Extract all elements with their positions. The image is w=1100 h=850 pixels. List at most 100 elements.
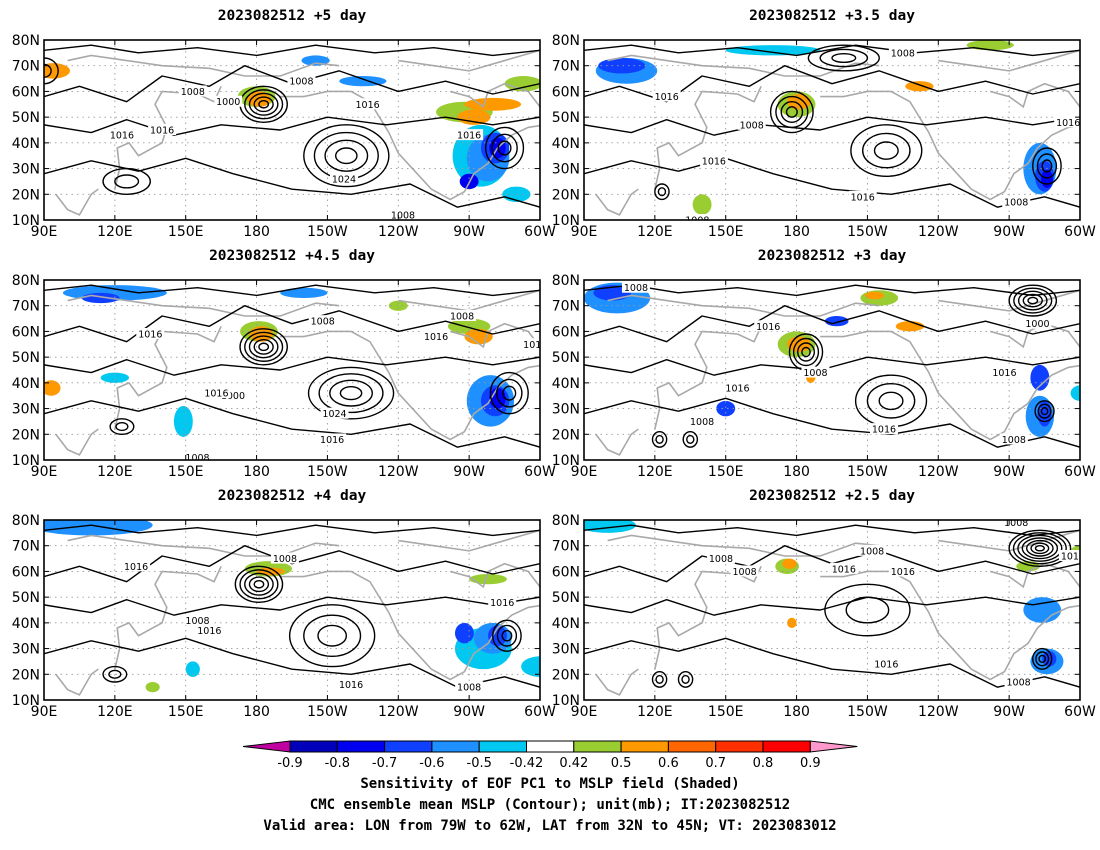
isobar bbox=[850, 124, 923, 177]
colorbar-label: 0.8 bbox=[753, 756, 774, 771]
panel-title: 2023082512 +5 day bbox=[218, 8, 367, 24]
isobar-label-bg bbox=[1002, 520, 1031, 528]
colorbar-swatch bbox=[478, 740, 528, 753]
isobar bbox=[824, 583, 911, 637]
coastline bbox=[55, 428, 99, 456]
isobar-label: 1016 bbox=[490, 598, 514, 609]
isobar bbox=[584, 524, 1080, 537]
isobar-label-bg bbox=[202, 387, 231, 399]
isobar-label-bg bbox=[990, 366, 1019, 378]
coastline bbox=[595, 668, 639, 696]
lon-tick-label: 90E bbox=[571, 464, 598, 480]
lon-tick-label: 90E bbox=[571, 704, 598, 720]
lat-tick-label: 20N bbox=[552, 667, 580, 683]
lat-tick-label: 80N bbox=[12, 273, 40, 289]
isobar-label-bg bbox=[801, 366, 830, 378]
isobar bbox=[497, 140, 512, 156]
isobar bbox=[334, 147, 358, 165]
sensitivity-shade bbox=[1023, 597, 1062, 623]
isobar bbox=[248, 576, 270, 593]
colorbar-swatch bbox=[620, 740, 669, 753]
lon-tick-label: 150W bbox=[307, 704, 348, 720]
lon-tick-label: 150E bbox=[708, 464, 744, 480]
isobar bbox=[44, 545, 540, 583]
isobar bbox=[1032, 147, 1062, 185]
isobar-label: 1008 bbox=[185, 453, 209, 464]
isobar-label-bg bbox=[488, 596, 517, 608]
map-content: 1000 1024 1008 1016 1016 1016 1008 1008 1016 bbox=[44, 40, 540, 220]
isobar-label: 1008 bbox=[624, 283, 648, 294]
isobar-label-bg bbox=[107, 129, 136, 141]
lon-tick-label: 60W bbox=[1064, 704, 1096, 720]
lon-tick-label: 120E bbox=[97, 224, 133, 240]
isobar bbox=[1027, 296, 1039, 305]
map-frame bbox=[43, 279, 541, 461]
isobar-label-bg bbox=[320, 407, 349, 419]
isobar bbox=[303, 614, 362, 657]
sensitivity-shade bbox=[44, 520, 153, 536]
isobar bbox=[1017, 290, 1048, 311]
lon-tick-label: 60W bbox=[1064, 464, 1096, 480]
isobar-label: 1008 bbox=[803, 368, 827, 379]
sensitivity-shade bbox=[185, 661, 200, 677]
isobar bbox=[44, 596, 540, 616]
map-frame bbox=[43, 39, 541, 221]
lon-tick-label: 150W bbox=[847, 464, 888, 480]
isobar-label-bg bbox=[1023, 317, 1052, 329]
coastline bbox=[398, 529, 540, 552]
lat-tick-label: 60N bbox=[12, 84, 40, 100]
isobar-label-bg bbox=[148, 124, 177, 135]
map-panel: 1008 1016 1008 1016 1008 1016 1008 1000 1016 10N 2… bbox=[552, 248, 1096, 480]
isobar-label: 1000 bbox=[216, 97, 240, 108]
sensitivity-shade bbox=[388, 300, 408, 311]
isobar-label-bg bbox=[888, 46, 917, 58]
lon-tick-label: 60W bbox=[1064, 224, 1096, 240]
isobar bbox=[102, 665, 128, 683]
isobar bbox=[1025, 539, 1054, 557]
isobar bbox=[44, 157, 540, 208]
coastline bbox=[607, 54, 880, 77]
isobar-label-bg bbox=[270, 552, 299, 564]
isobar-label-bg bbox=[688, 415, 717, 427]
isobar-label: 1016 bbox=[1056, 118, 1080, 129]
isobar bbox=[681, 674, 690, 684]
lon-tick-label: 120W bbox=[378, 704, 419, 720]
isobar-label: 1016 bbox=[150, 126, 174, 137]
lon-tick-label: 60W bbox=[524, 224, 556, 240]
isobar bbox=[44, 116, 540, 136]
isobar-label: 1008 bbox=[709, 554, 733, 565]
map-content: 1008 1016 1008 1016 1008 1016 1008 1000 1016 bbox=[584, 280, 1080, 460]
coastline bbox=[114, 565, 222, 670]
isobar-label: 1008 bbox=[685, 216, 709, 227]
isobar bbox=[239, 328, 288, 366]
isobar-label-bg bbox=[872, 658, 901, 669]
isobar bbox=[831, 53, 857, 63]
isobar bbox=[1032, 647, 1053, 670]
colorbar-swatch bbox=[289, 740, 338, 753]
isobar bbox=[682, 431, 699, 448]
lon-tick-label: 90W bbox=[453, 224, 485, 240]
lon-tick-label: 90E bbox=[31, 464, 58, 480]
isobar-label: 1016 bbox=[655, 92, 679, 103]
lon-tick-label: 120W bbox=[918, 224, 959, 240]
isobar-label-bg bbox=[218, 389, 247, 401]
isobar-label-bg bbox=[455, 681, 484, 693]
isobar bbox=[109, 418, 135, 435]
lat-tick-label: 30N bbox=[552, 162, 580, 178]
lon-tick-label: 180 bbox=[243, 224, 270, 240]
isobar bbox=[1041, 159, 1053, 173]
isobar bbox=[258, 342, 270, 352]
lat-tick-label: 40N bbox=[552, 376, 580, 392]
isobar bbox=[1034, 545, 1045, 552]
isobar-label: 1008 bbox=[185, 616, 209, 627]
isobar-label: 1008 bbox=[311, 317, 335, 328]
lon-tick-label: 90W bbox=[993, 704, 1025, 720]
colorbar-label: 0.5 bbox=[611, 756, 632, 771]
isobar bbox=[324, 139, 369, 172]
lon-tick-label: 150W bbox=[847, 704, 888, 720]
lat-tick-label: 50N bbox=[552, 350, 580, 366]
isobar-label: 1016 bbox=[339, 680, 363, 691]
coastline bbox=[654, 85, 762, 190]
isobar bbox=[819, 48, 869, 68]
lat-tick-label: 20N bbox=[552, 427, 580, 443]
